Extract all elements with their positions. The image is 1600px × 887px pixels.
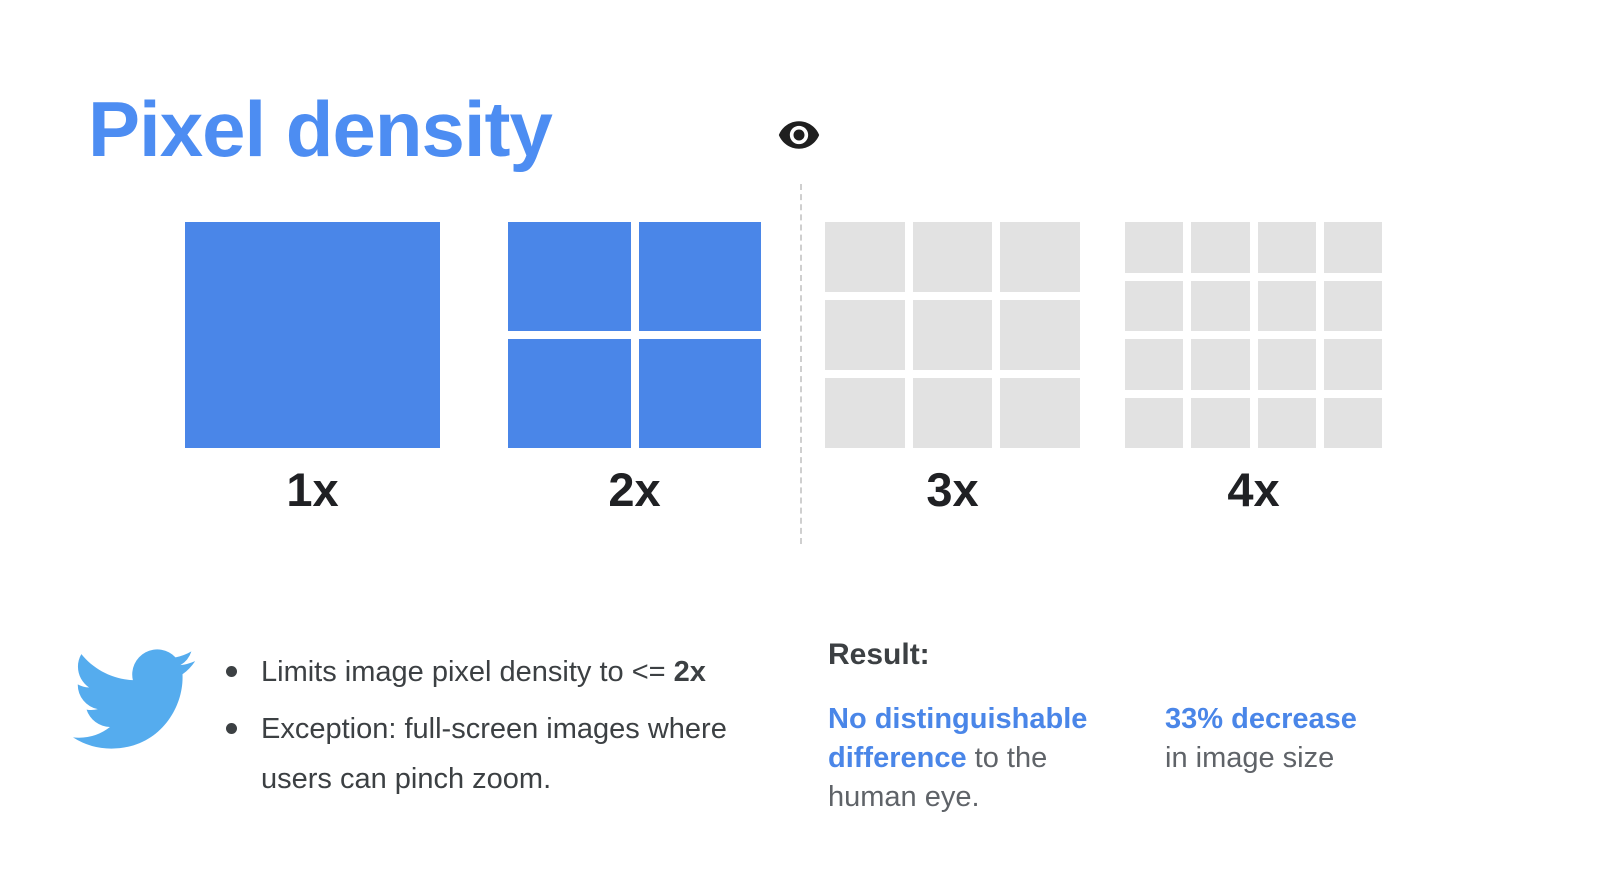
pixel-cell [1191,339,1250,390]
visibility-eye-icon [774,113,824,157]
pixel-cell [1191,222,1250,273]
pixel-cell [638,222,761,331]
pixel-cell [1000,378,1080,448]
pixel-cell [1191,397,1250,448]
grid-label-2x: 2x [608,463,661,516]
pixel-cell [638,339,761,448]
result-heading: Result: [828,638,930,671]
pixel-grid-1x [185,222,440,448]
pixel-cell [1323,397,1382,448]
bullet-dot [226,723,237,735]
pixel-cell [1125,339,1184,390]
bullet-dot [226,666,237,677]
bullet-text: Limits image pixel density to <= 2x [261,648,731,697]
pixel-cell [1257,339,1316,390]
result-block: Result: No distinguishable difference to… [828,638,1138,817]
pixel-cell [1257,397,1316,448]
pixel-cell [1125,222,1184,273]
pixel-cell [508,339,631,448]
result-difference-text: No distinguishable difference to the hum… [828,700,1138,817]
dashed-divider [800,184,802,544]
result-difference-rest: to the human eye. [828,742,1048,814]
pixel-cell [912,222,993,292]
bullet-text-prefix: Limits image pixel density to <= [261,656,674,688]
pixel-cell [1323,339,1382,390]
twitter-logo-icon [60,638,208,760]
grid-label-4x: 4x [1227,463,1280,516]
pixel-cell [825,222,905,292]
pixel-cell [1323,280,1382,331]
pixel-cell [1000,222,1080,292]
pixel-cell [1191,280,1250,331]
pixel-cell [508,222,631,331]
page-title: Pixel density [88,85,553,173]
pixel-cell [1323,222,1382,273]
pixel-cell [825,300,905,370]
bullet-item-exception: Exception: full-screen images where user… [222,705,782,804]
bullet-list: Limits image pixel density to <= 2x Exce… [222,648,782,812]
bullet-text: Exception: full-screen images where user… [261,713,727,795]
pixel-cell [1257,222,1316,273]
grid-label-1x: 1x [286,463,339,516]
pixel-cell [825,378,905,448]
pixel-cell [1257,280,1316,331]
pixel-grid-2x [508,222,761,448]
pixel-cell [912,300,993,370]
bullet-text-bold: 2x [673,656,706,688]
pixel-cell [912,378,993,448]
pixel-cell [1000,300,1080,370]
grid-label-3x: 3x [926,463,979,516]
size-decrease-text: 33% decrease in image size [1165,700,1445,778]
size-decrease-rest: in image size [1165,742,1335,775]
bullet-item-density: Limits image pixel density to <= 2x [222,648,782,697]
size-decrease-highlight: 33% decrease [1165,703,1357,735]
pixel-cell [1125,397,1184,448]
size-decrease-block: 33% decrease in image size [1165,700,1445,778]
result-difference-highlight: No distinguishable difference [828,703,1088,775]
pixel-grid-3x [825,222,1080,448]
pixel-cell [1125,280,1184,331]
pixel-cell [185,222,440,448]
pixel-grid-4x [1125,222,1382,448]
